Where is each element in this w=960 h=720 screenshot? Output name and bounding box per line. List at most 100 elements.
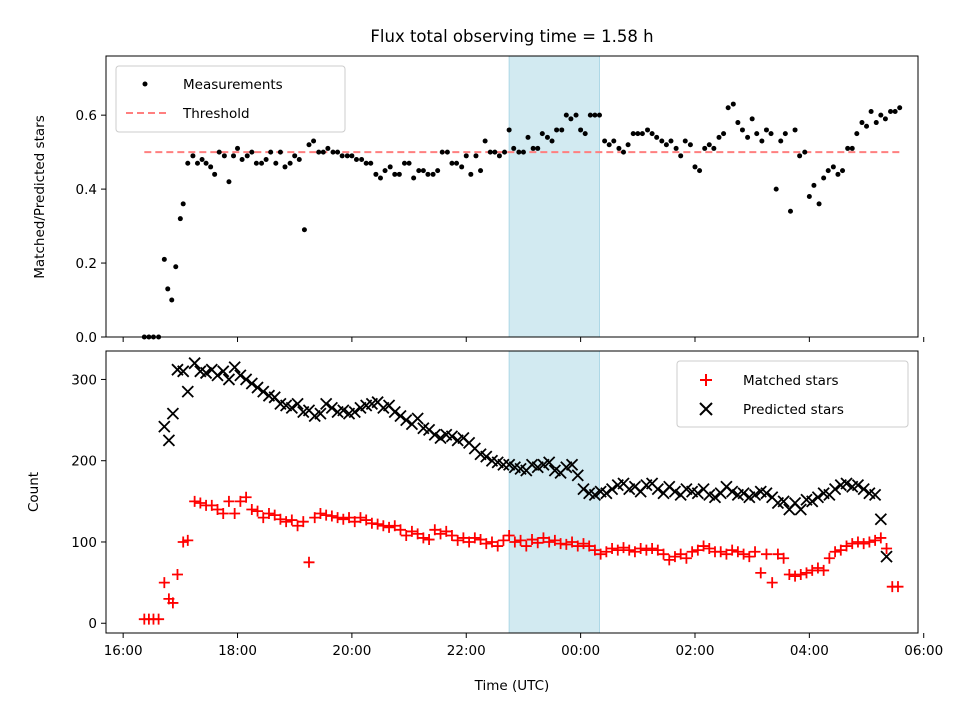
matched-star-point bbox=[194, 497, 206, 509]
predicted-star-point bbox=[748, 488, 762, 501]
matched-star-point bbox=[612, 544, 624, 556]
measurement-point bbox=[573, 112, 579, 118]
measurement-point bbox=[185, 160, 191, 166]
predicted-star-point bbox=[228, 361, 241, 374]
matched-star-point bbox=[297, 516, 309, 528]
matched-star-point bbox=[486, 536, 498, 548]
x-tick-label: 04:00 bbox=[790, 643, 829, 659]
measurement-point bbox=[868, 108, 874, 114]
predicted-star-point bbox=[794, 503, 807, 516]
predicted-star-point bbox=[411, 412, 424, 425]
matched-star-point bbox=[360, 514, 372, 526]
predicted-star-point bbox=[162, 434, 176, 447]
measurement-point bbox=[711, 145, 717, 151]
matched-star-point bbox=[435, 528, 447, 540]
matched-star-point bbox=[852, 536, 864, 548]
matched-star-point bbox=[560, 538, 572, 550]
matched-star-point bbox=[332, 512, 344, 524]
measurement-point bbox=[754, 131, 760, 137]
measurement-point bbox=[392, 171, 398, 177]
matched-star-point bbox=[257, 512, 269, 524]
bottom-x-ticks: 16:00 18:00 20:00 22:00 00:00 02:00 04:00 06:00 bbox=[104, 633, 943, 659]
matched-star-point bbox=[549, 534, 561, 546]
matched-star-point bbox=[423, 534, 435, 546]
legend-predicted-marker bbox=[699, 402, 713, 416]
matched-star-point bbox=[229, 508, 241, 520]
predicted-star-point bbox=[651, 483, 664, 496]
matched-star-point bbox=[153, 613, 165, 625]
measurement-point bbox=[811, 182, 817, 188]
predicted-star-point bbox=[222, 373, 236, 386]
measurement-point bbox=[444, 149, 450, 155]
y-tick-label: 300 bbox=[71, 372, 97, 388]
measurement-point bbox=[787, 208, 793, 214]
measurement-point bbox=[773, 186, 779, 192]
matched-star-point bbox=[572, 540, 584, 552]
measurement-point bbox=[673, 145, 679, 151]
measurement-point bbox=[759, 138, 765, 144]
measurement-point bbox=[377, 175, 383, 181]
x-tick-label: 02:00 bbox=[676, 643, 715, 659]
bottom-y-axis-label: Count bbox=[26, 472, 42, 512]
predicted-star-point bbox=[857, 483, 870, 496]
measurement-point bbox=[411, 175, 417, 181]
measurement-point bbox=[161, 256, 167, 262]
predicted-star-point bbox=[166, 407, 180, 420]
matched-star-point bbox=[698, 540, 710, 552]
matched-star-point bbox=[583, 540, 595, 552]
measurement-point bbox=[697, 168, 703, 174]
measurement-point bbox=[897, 105, 903, 111]
measurement-point bbox=[782, 131, 788, 137]
matched-star-point bbox=[406, 525, 418, 537]
matched-star-point bbox=[800, 567, 812, 579]
predicted-star-point bbox=[388, 405, 401, 419]
predicted-star-point bbox=[251, 381, 264, 394]
matched-star-point bbox=[600, 546, 612, 558]
measurement-point bbox=[888, 108, 894, 114]
predicted-star-point bbox=[257, 385, 270, 398]
predicted-star-point bbox=[314, 407, 327, 420]
ratio-marks bbox=[141, 101, 903, 340]
predicted-star-point bbox=[285, 401, 298, 415]
measurement-point bbox=[854, 131, 860, 137]
measurement-point bbox=[768, 131, 774, 137]
measurement-point bbox=[268, 149, 274, 155]
measurement-point bbox=[668, 138, 674, 144]
matched-star-point bbox=[743, 551, 755, 563]
matched-star-point bbox=[869, 534, 881, 546]
measurement-point bbox=[173, 264, 179, 270]
predicted-star-point bbox=[851, 478, 865, 492]
measurement-point bbox=[539, 131, 545, 137]
measurement-point bbox=[649, 131, 655, 137]
matched-star-point bbox=[469, 532, 481, 544]
predicted-star-point bbox=[868, 488, 882, 501]
predicted-star-point bbox=[777, 495, 790, 508]
matched-star-point bbox=[881, 542, 893, 554]
matched-star-point bbox=[823, 552, 835, 564]
measurement-point bbox=[678, 153, 684, 159]
matched-star-point bbox=[417, 532, 429, 544]
matched-star-point bbox=[252, 505, 264, 517]
matched-star-point bbox=[206, 499, 218, 511]
measurement-point bbox=[563, 112, 569, 118]
matched-star-point bbox=[182, 534, 194, 546]
predicted-star-point bbox=[320, 397, 333, 410]
matched-star-point bbox=[703, 542, 715, 554]
measurement-point bbox=[468, 171, 474, 177]
legend-matched-label: Matched stars bbox=[743, 373, 839, 389]
predicted-star-point bbox=[291, 397, 304, 410]
measurement-point bbox=[463, 153, 469, 159]
predicted-star-point bbox=[828, 483, 842, 496]
measurement-point bbox=[425, 171, 431, 177]
predicted-star-point bbox=[588, 488, 602, 501]
measurement-point bbox=[825, 168, 831, 174]
matched-star-point bbox=[732, 546, 744, 558]
matched-star-point bbox=[349, 516, 361, 528]
measurement-point bbox=[592, 112, 598, 118]
measurement-point bbox=[344, 153, 350, 159]
matched-star-point bbox=[269, 509, 281, 521]
measurement-point bbox=[221, 153, 227, 159]
matched-star-point bbox=[526, 534, 538, 546]
measurement-point bbox=[487, 149, 493, 155]
measurement-point bbox=[416, 168, 422, 174]
